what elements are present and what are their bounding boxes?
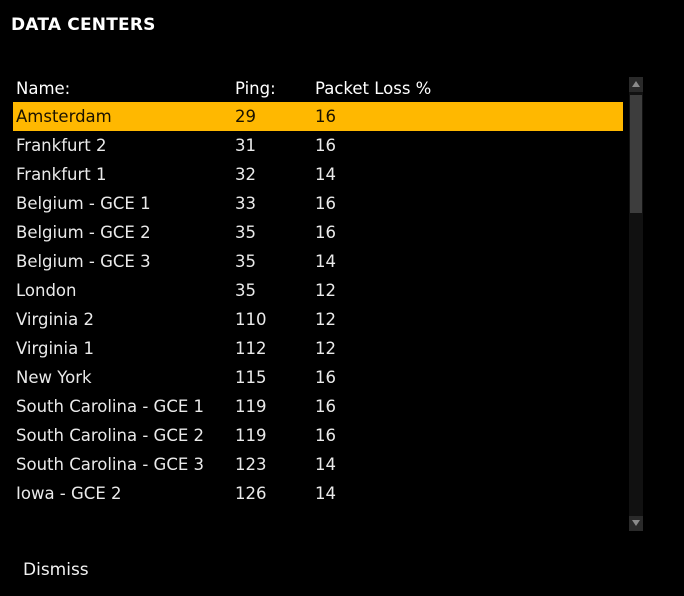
row-packet-loss: 14 bbox=[315, 484, 336, 503]
table-row[interactable]: Frankfurt 2 31 16 bbox=[13, 131, 623, 160]
column-header-ping: Ping: bbox=[235, 79, 276, 98]
row-ping: 32 bbox=[235, 165, 256, 184]
table-row[interactable]: Iowa - GCE 2 126 14 bbox=[13, 479, 623, 508]
scroll-up-button[interactable] bbox=[629, 77, 643, 92]
data-centers-table: Name: Ping: Packet Loss % Amsterdam 29 1… bbox=[13, 76, 623, 508]
row-ping: 119 bbox=[235, 397, 267, 416]
column-header-name: Name: bbox=[16, 79, 71, 98]
row-packet-loss: 16 bbox=[315, 223, 336, 242]
row-ping: 35 bbox=[235, 252, 256, 271]
row-ping: 110 bbox=[235, 310, 267, 329]
row-name: Virginia 2 bbox=[16, 310, 94, 329]
row-name: London bbox=[16, 281, 77, 300]
row-packet-loss: 16 bbox=[315, 397, 336, 416]
row-packet-loss: 14 bbox=[315, 252, 336, 271]
row-name: Belgium - GCE 1 bbox=[16, 194, 151, 213]
row-ping: 126 bbox=[235, 484, 267, 503]
row-packet-loss: 16 bbox=[315, 368, 336, 387]
row-name: Belgium - GCE 2 bbox=[16, 223, 151, 242]
row-ping: 35 bbox=[235, 223, 256, 242]
row-packet-loss: 16 bbox=[315, 194, 336, 213]
table-row[interactable]: New York 115 16 bbox=[13, 363, 623, 392]
scrollbar-thumb[interactable] bbox=[630, 95, 642, 213]
row-packet-loss: 12 bbox=[315, 310, 336, 329]
row-name: Frankfurt 1 bbox=[16, 165, 107, 184]
table-body: Amsterdam 29 16 Frankfurt 2 31 16 Frankf… bbox=[13, 102, 623, 508]
row-name: South Carolina - GCE 2 bbox=[16, 426, 205, 445]
table-row[interactable]: South Carolina - GCE 3 123 14 bbox=[13, 450, 623, 479]
row-ping: 119 bbox=[235, 426, 267, 445]
dismiss-button[interactable]: Dismiss bbox=[23, 560, 89, 580]
row-packet-loss: 12 bbox=[315, 339, 336, 358]
row-ping: 115 bbox=[235, 368, 267, 387]
row-ping: 35 bbox=[235, 281, 256, 300]
row-name: New York bbox=[16, 368, 92, 387]
row-packet-loss: 16 bbox=[315, 107, 336, 126]
table-row[interactable]: Frankfurt 1 32 14 bbox=[13, 160, 623, 189]
row-name: Amsterdam bbox=[16, 107, 112, 126]
row-packet-loss: 12 bbox=[315, 281, 336, 300]
row-ping: 29 bbox=[235, 107, 256, 126]
triangle-down-icon bbox=[632, 520, 640, 526]
scroll-down-button[interactable] bbox=[629, 516, 643, 531]
row-ping: 112 bbox=[235, 339, 267, 358]
row-name: Iowa - GCE 2 bbox=[16, 484, 122, 503]
row-ping: 33 bbox=[235, 194, 256, 213]
table-row[interactable]: Belgium - GCE 2 35 16 bbox=[13, 218, 623, 247]
row-name: Frankfurt 2 bbox=[16, 136, 107, 155]
row-name: Belgium - GCE 3 bbox=[16, 252, 151, 271]
row-name: South Carolina - GCE 1 bbox=[16, 397, 205, 416]
page-title: DATA CENTERS bbox=[11, 15, 156, 35]
row-packet-loss: 14 bbox=[315, 455, 336, 474]
column-header-packet-loss: Packet Loss % bbox=[315, 79, 432, 98]
row-packet-loss: 16 bbox=[315, 426, 336, 445]
table-row[interactable]: South Carolina - GCE 2 119 16 bbox=[13, 421, 623, 450]
table-header: Name: Ping: Packet Loss % bbox=[13, 76, 623, 102]
table-row[interactable]: Virginia 2 110 12 bbox=[13, 305, 623, 334]
triangle-up-icon bbox=[632, 81, 640, 87]
row-packet-loss: 16 bbox=[315, 136, 336, 155]
table-row[interactable]: Virginia 1 112 12 bbox=[13, 334, 623, 363]
table-row[interactable]: Amsterdam 29 16 bbox=[13, 102, 623, 131]
row-ping: 123 bbox=[235, 455, 267, 474]
table-row[interactable]: London 35 12 bbox=[13, 276, 623, 305]
vertical-scrollbar[interactable] bbox=[629, 77, 643, 531]
row-name: South Carolina - GCE 3 bbox=[16, 455, 205, 474]
table-row[interactable]: Belgium - GCE 1 33 16 bbox=[13, 189, 623, 218]
row-packet-loss: 14 bbox=[315, 165, 336, 184]
row-ping: 31 bbox=[235, 136, 256, 155]
table-row[interactable]: South Carolina - GCE 1 119 16 bbox=[13, 392, 623, 421]
table-row[interactable]: Belgium - GCE 3 35 14 bbox=[13, 247, 623, 276]
row-name: Virginia 1 bbox=[16, 339, 94, 358]
